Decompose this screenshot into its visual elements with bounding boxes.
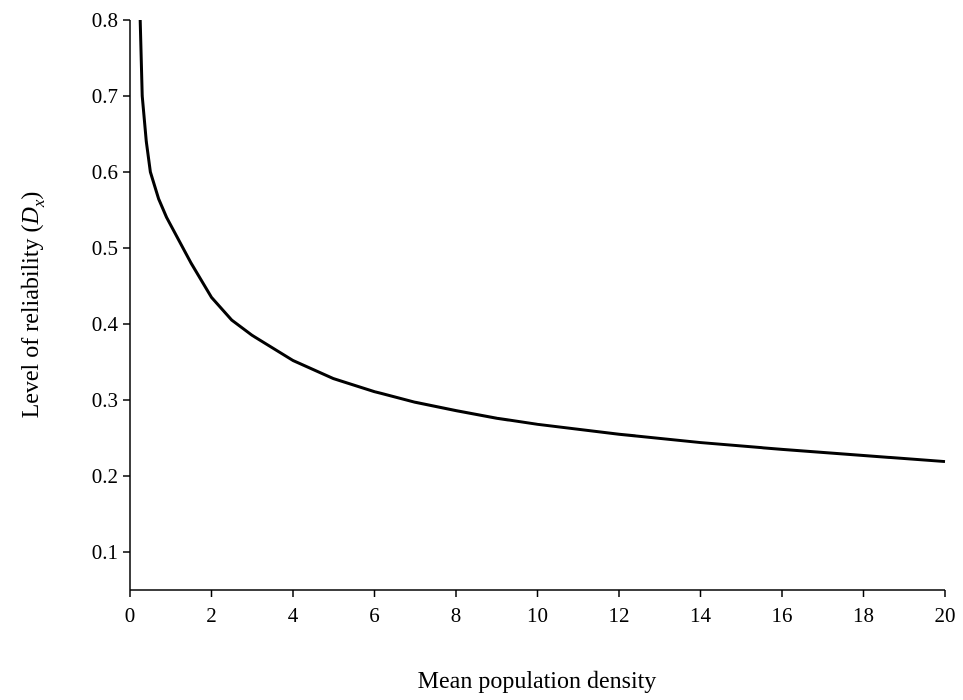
x-axis-label: Mean population density <box>418 668 657 694</box>
y-tick-label: 0.4 <box>92 312 119 336</box>
x-tick-label: 6 <box>369 603 380 627</box>
x-tick-label: 10 <box>527 603 548 627</box>
y-tick-label: 0.1 <box>92 540 118 564</box>
line <box>138 19 946 464</box>
x-tick-label: 0 <box>125 603 136 627</box>
y-label-close: ) <box>18 192 44 200</box>
y-tick-label: 0.2 <box>92 464 118 488</box>
y-tick-label: 0.6 <box>92 160 118 184</box>
x-tick-label: 16 <box>772 603 793 627</box>
y-tick-label: 0.3 <box>92 388 118 412</box>
x-tick-label: 8 <box>451 603 462 627</box>
x-tick-label: 12 <box>609 603 630 627</box>
y-tick-label: 0.5 <box>92 236 118 260</box>
x-tick-label: 18 <box>853 603 874 627</box>
x-tick-label: 14 <box>690 603 712 627</box>
x-tick-label: 20 <box>935 603 956 627</box>
y-label-sub: x <box>29 199 48 208</box>
y-tick-label: 0.7 <box>92 84 118 108</box>
y-axis-label: Level of reliability (Dx) <box>18 192 48 419</box>
x-tick-label: 2 <box>206 603 217 627</box>
x-tick-label: 4 <box>288 603 299 627</box>
y-tick-label: 0.8 <box>92 8 118 32</box>
y-label-var: D <box>18 207 44 225</box>
y-label-text: Level of reliability ( <box>18 224 44 418</box>
